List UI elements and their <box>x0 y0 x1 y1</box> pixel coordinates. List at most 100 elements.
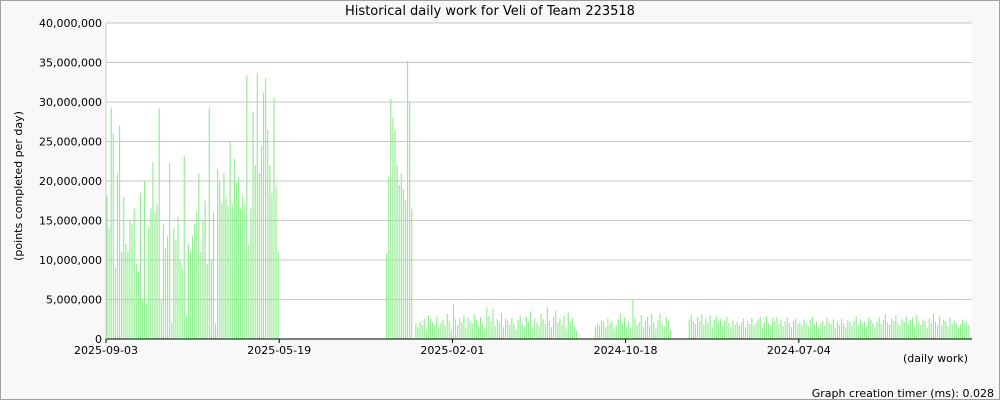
daily-work-bar <box>926 327 928 339</box>
daily-work-bar <box>719 318 722 339</box>
y-tick-label: 25,000,000 <box>39 136 102 149</box>
daily-work-bar <box>148 228 150 339</box>
x-tick-labels: 2025-09-03 2025-05-19 2025-02-01 2024-10-18… <box>74 339 831 357</box>
daily-work-bar <box>640 315 642 339</box>
daily-work-bar <box>112 133 114 339</box>
daily-work-bar <box>669 329 672 339</box>
daily-work-bar <box>530 311 532 339</box>
daily-work-bar <box>895 315 897 339</box>
daily-work-bar <box>757 319 759 339</box>
daily-work-bar <box>905 316 907 339</box>
daily-work-bar <box>851 325 853 339</box>
daily-work-bar <box>240 208 242 339</box>
daily-work-bar <box>761 327 763 339</box>
daily-work-bar <box>780 320 782 339</box>
daily-work-bar <box>605 327 607 339</box>
daily-work-bar <box>884 313 886 339</box>
daily-work-bar <box>947 326 949 339</box>
daily-work-bar <box>459 318 461 339</box>
daily-work-bar <box>914 326 916 339</box>
daily-work-bar <box>836 321 838 339</box>
daily-work-bar <box>141 299 144 339</box>
daily-work-bar <box>742 318 745 339</box>
daily-work-bar <box>396 165 398 339</box>
daily-work-bar <box>866 326 868 339</box>
daily-work-bar <box>826 317 828 339</box>
daily-work-bar <box>732 320 734 339</box>
daily-work-bar <box>607 318 609 339</box>
daily-work-bar <box>911 317 914 339</box>
daily-work-bar <box>538 325 540 339</box>
daily-work-bar <box>527 321 530 339</box>
daily-work-bar <box>258 173 260 339</box>
daily-work-bar <box>603 321 605 339</box>
daily-work-bar <box>484 328 486 339</box>
daily-work-bar <box>135 263 137 339</box>
daily-work-bar <box>790 327 793 339</box>
daily-work-bar <box>872 323 874 339</box>
daily-work-bar <box>480 316 482 339</box>
daily-work-bar <box>797 323 799 339</box>
daily-work-bar <box>730 327 732 339</box>
daily-work-bar <box>515 329 517 339</box>
daily-work-bar <box>432 322 434 339</box>
daily-work-bar <box>951 323 953 339</box>
daily-work-bar <box>949 317 951 339</box>
daily-work-bar <box>857 324 859 339</box>
daily-work-bar <box>532 327 534 339</box>
daily-work-bar <box>788 323 790 339</box>
daily-work-bar <box>448 320 450 339</box>
daily-work-bar <box>415 323 417 339</box>
daily-work-bar <box>194 224 196 339</box>
daily-work-bar <box>406 60 409 340</box>
daily-work-bar <box>210 260 212 339</box>
daily-work-bar <box>463 315 465 339</box>
daily-work-bar <box>116 173 119 339</box>
daily-work-bar <box>502 327 505 339</box>
daily-work-bar <box>425 329 427 339</box>
daily-work-bar <box>657 320 659 339</box>
daily-work-bar <box>734 324 736 339</box>
daily-work-bar <box>795 318 797 339</box>
daily-work-bar <box>129 220 131 339</box>
daily-work-bar <box>271 192 273 339</box>
daily-work-bar <box>962 319 964 339</box>
y-tick-label: 40,000,000 <box>39 17 102 30</box>
daily-work-bar <box>594 327 596 339</box>
daily-work-bar <box>544 323 546 339</box>
daily-work-bar <box>139 192 142 339</box>
daily-work-bar <box>229 141 231 339</box>
y-tick-labels: 0 5,000,000 10,000,000 15,000,000 20,000,000… <box>39 17 102 346</box>
daily-work-bar <box>108 228 110 339</box>
daily-work-bar <box>855 316 857 339</box>
daily-work-bar <box>550 327 553 339</box>
daily-work-bar <box>868 317 870 339</box>
daily-work-bar <box>573 326 576 339</box>
x-tick-label: 2025-05-19 <box>247 344 311 357</box>
daily-work-bar <box>759 316 761 339</box>
daily-work-bar <box>454 319 457 339</box>
daily-work-bar <box>561 324 563 339</box>
daily-work-bar <box>596 323 599 339</box>
daily-work-bar <box>386 253 388 339</box>
daily-work-bar <box>225 196 227 339</box>
daily-work-bar <box>162 224 164 339</box>
daily-work-bar <box>542 319 544 339</box>
daily-work-bar <box>619 313 621 339</box>
daily-work-bar <box>753 326 755 339</box>
daily-work-bar <box>569 321 571 339</box>
daily-work-bar <box>277 252 279 339</box>
daily-work-bar <box>765 316 768 339</box>
daily-work-bar <box>903 321 905 339</box>
daily-work-bar <box>623 317 626 339</box>
daily-work-bar <box>621 323 624 339</box>
daily-work-bar <box>663 326 665 339</box>
daily-work-bar <box>870 320 872 339</box>
daily-work-bar <box>525 316 528 339</box>
daily-work-bar <box>811 316 813 339</box>
daily-work-bar <box>421 324 423 339</box>
daily-work-bar <box>185 315 187 339</box>
daily-work-bar <box>644 320 646 339</box>
daily-work-bar <box>801 325 803 339</box>
